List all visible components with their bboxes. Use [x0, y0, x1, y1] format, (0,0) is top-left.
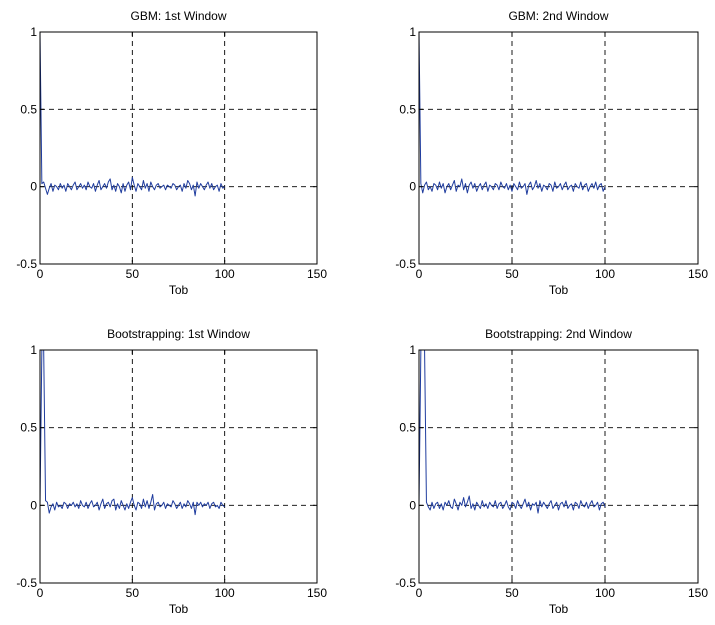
chart-title: Bootstrapping: 2nd Window: [485, 327, 632, 341]
x-tick-label: 50: [505, 586, 519, 600]
x-tick-label: 150: [307, 586, 327, 600]
x-axis-label: Tob: [549, 602, 569, 616]
x-tick-label: 150: [688, 586, 708, 600]
y-tick-label: 0.5: [20, 421, 37, 435]
y-tick-label: -0.5: [395, 576, 416, 590]
y-tick-label: 0.5: [399, 102, 416, 116]
y-tick-label: 0.5: [399, 421, 416, 435]
x-tick-label: 150: [307, 267, 327, 281]
x-tick-label: 0: [37, 586, 44, 600]
x-tick-label: 100: [595, 586, 615, 600]
x-tick-label: 0: [416, 586, 423, 600]
y-tick-label: 0.5: [20, 102, 37, 116]
y-tick-label: -0.5: [395, 257, 416, 271]
y-tick-label: 0: [30, 498, 37, 512]
x-axis-label: Tob: [549, 283, 569, 297]
y-tick-label: 1: [30, 343, 37, 357]
y-tick-label: 0: [409, 180, 416, 194]
x-axis-label: Tob: [169, 602, 189, 616]
x-tick-label: 100: [215, 267, 235, 281]
x-tick-label: 0: [37, 267, 44, 281]
acf-series-line: [39, 349, 225, 516]
y-tick-label: 0: [30, 180, 37, 194]
acf-series-line: [418, 349, 606, 514]
x-tick-label: 100: [215, 586, 235, 600]
y-tick-label: -0.5: [16, 576, 37, 590]
chart-title: Bootstrapping: 1st Window: [107, 327, 250, 341]
axes-frame: [39, 31, 318, 265]
y-tick-label: 1: [409, 343, 416, 357]
axes-frame: [418, 349, 699, 584]
x-tick-label: 50: [126, 586, 140, 600]
x-axis-label: Tob: [169, 283, 189, 297]
y-tick-label: 1: [409, 25, 416, 39]
axes-frame: [418, 31, 699, 265]
x-tick-label: 150: [688, 267, 708, 281]
axes-frame: [39, 349, 318, 584]
chart-title: GBM: 1st Window: [130, 9, 226, 23]
y-tick-label: 0: [409, 498, 416, 512]
chart-title: GBM: 2nd Window: [508, 9, 608, 23]
y-tick-label: 1: [30, 25, 37, 39]
x-tick-label: 50: [126, 267, 140, 281]
acf-series-line: [418, 31, 606, 195]
x-tick-label: 100: [595, 267, 615, 281]
x-tick-label: 50: [505, 267, 519, 281]
x-tick-label: 0: [416, 267, 423, 281]
y-tick-label: -0.5: [16, 257, 37, 271]
acf-series-line: [39, 31, 225, 197]
